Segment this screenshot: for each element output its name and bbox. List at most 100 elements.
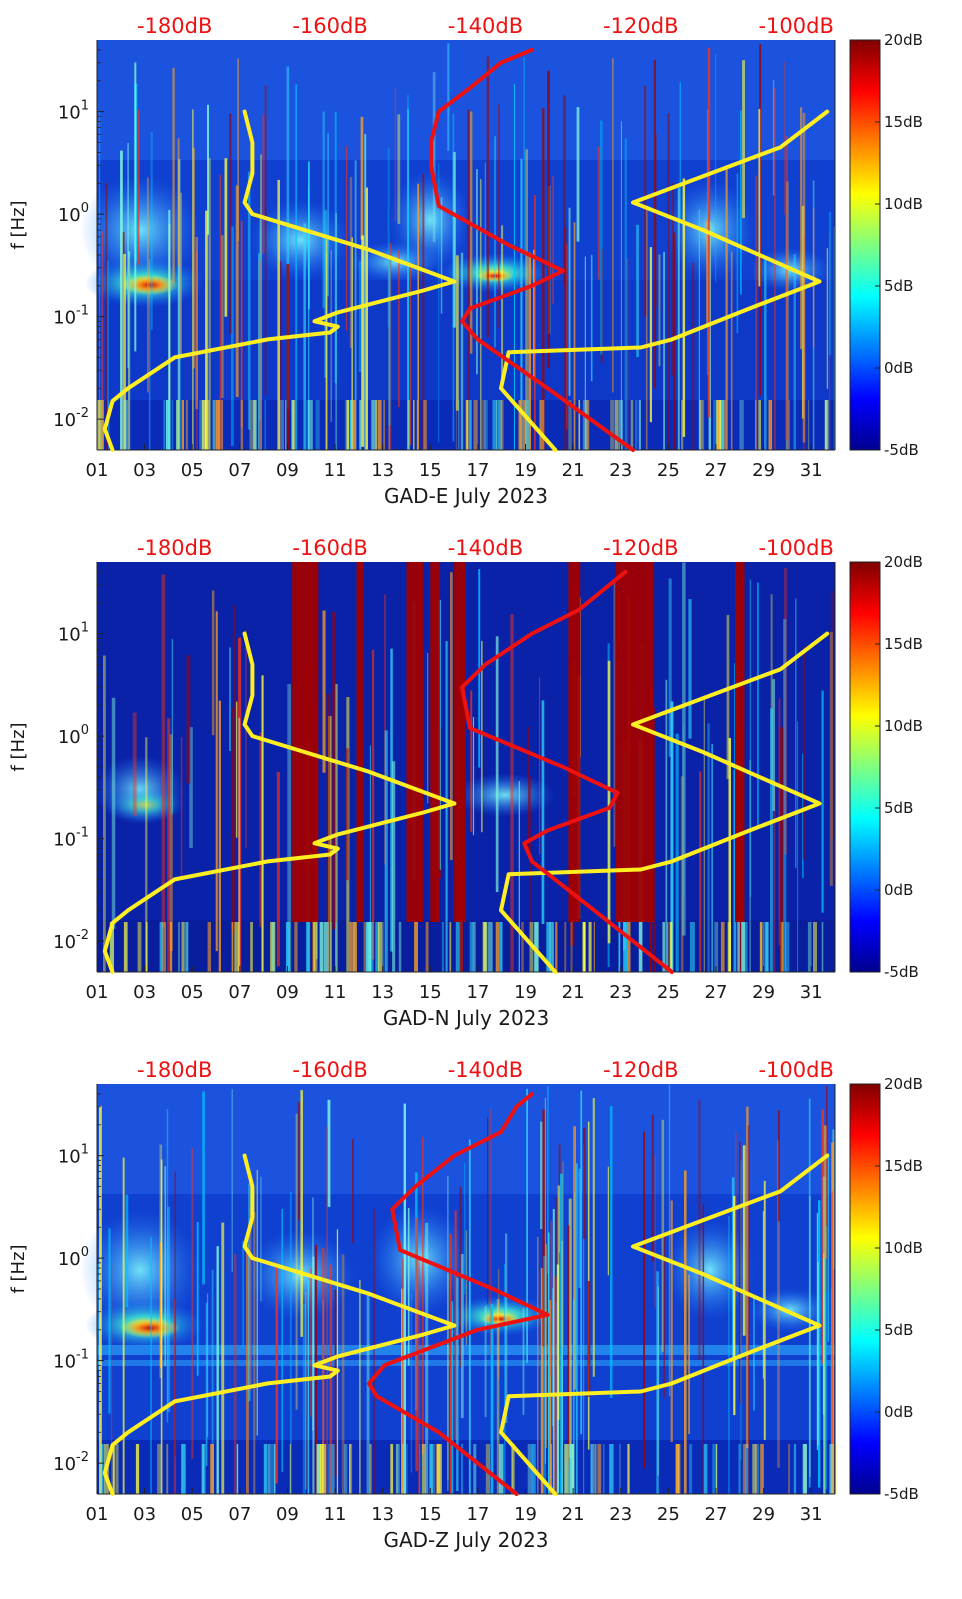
- colorbar: [849, 561, 881, 973]
- x-axis-label: GAD-E July 2023: [384, 484, 548, 508]
- panel-gad-e: 01 03 05 07 09 11 13 15 17 19 21 23 25 27 29 31 10-2 10-1…: [8, 14, 923, 508]
- top-db-label: -120dB: [603, 14, 678, 38]
- colorbar-tick-label: 0dB: [884, 881, 913, 899]
- colorbar: [849, 39, 881, 451]
- top-db-label: -160dB: [292, 536, 367, 560]
- x-tick-label: 27: [705, 1504, 728, 1525]
- colorbar-tick-label: 20dB: [884, 553, 923, 571]
- x-tick-label: 03: [133, 982, 156, 1003]
- y-tick-label: 10-2: [53, 928, 89, 953]
- x-tick-label: 05: [181, 460, 204, 481]
- x-tick-label: 09: [276, 982, 299, 1003]
- colorbar: [849, 1083, 881, 1495]
- top-db-label: -160dB: [292, 14, 367, 38]
- colorbar-tick-label: 15dB: [884, 113, 923, 131]
- x-tick-label: 01: [86, 460, 109, 481]
- colorbar-tick-label: 5dB: [884, 277, 913, 295]
- top-db-label: -140dB: [448, 536, 523, 560]
- colorbar-tick-label: 5dB: [884, 799, 913, 817]
- top-db-label: -120dB: [603, 1058, 678, 1082]
- x-tick-label: 09: [276, 460, 299, 481]
- top-db-label: -180dB: [137, 1058, 212, 1082]
- x-tick-label: 21: [562, 1504, 585, 1525]
- series-station-median: [366, 1091, 550, 1496]
- panel-gad-z: 01 03 05 07 09 11 13 15 17 19 21 23 25 27 29 31 10-2 10-1…: [8, 1058, 923, 1552]
- x-tick-label: 15: [419, 1504, 442, 1525]
- colorbar-tick-label: 0dB: [884, 359, 913, 377]
- x-tick-label: 13: [371, 1504, 394, 1525]
- series-noise-model-low-upper: [242, 1153, 457, 1328]
- x-axis-label: GAD-N July 2023: [383, 1006, 549, 1030]
- x-tick-label: 23: [609, 1504, 632, 1525]
- x-tick-label: 25: [657, 460, 680, 481]
- y-tick-label: 101: [58, 99, 89, 124]
- x-tick-label: 27: [705, 982, 728, 1003]
- series-noise-model-high: [499, 1153, 830, 1496]
- y-tick-label: 101: [58, 621, 89, 646]
- series-station-median: [429, 47, 635, 452]
- x-tick-label: 21: [562, 982, 585, 1003]
- top-db-label: -140dB: [448, 14, 523, 38]
- x-tick-label: 03: [133, 1504, 156, 1525]
- spectrogram-texture: [80, 1084, 838, 1494]
- colorbar-tick-label: -5dB: [884, 963, 919, 981]
- colorbar-tick-label: 10dB: [884, 717, 923, 735]
- top-db-label: -100dB: [758, 14, 833, 38]
- x-tick-label: 13: [371, 460, 394, 481]
- x-tick-label: 17: [466, 982, 489, 1003]
- colorbar-tick-label: 15dB: [884, 1157, 923, 1175]
- y-tick-label: 100: [58, 723, 89, 748]
- series-noise-model-low: [102, 801, 457, 974]
- x-axis-label: GAD-Z July 2023: [383, 1528, 548, 1552]
- x-tick-label: 11: [324, 1504, 347, 1525]
- x-tick-label: 19: [514, 1504, 537, 1525]
- top-db-label: -180dB: [137, 536, 212, 560]
- x-tick-label: 25: [657, 1504, 680, 1525]
- x-tick-label: 01: [86, 982, 109, 1003]
- y-axis-label: f [Hz]: [8, 200, 29, 249]
- x-tick-label: 27: [705, 460, 728, 481]
- top-db-label: -160dB: [292, 1058, 367, 1082]
- x-tick-label: 25: [657, 982, 680, 1003]
- x-tick-label: 21: [562, 460, 585, 481]
- x-tick-label: 31: [800, 982, 823, 1003]
- x-tick-label: 31: [800, 460, 823, 481]
- y-tick-label: 10-1: [53, 304, 89, 329]
- panel-gad-n: 01 03 05 07 09 11 13 15 17 19 21 23 25 27 29 31 10-2 10-1…: [8, 536, 923, 1030]
- series-noise-model-low: [102, 279, 457, 452]
- y-tick-label: 100: [58, 201, 89, 226]
- x-tick-label: 09: [276, 1504, 299, 1525]
- x-tick-label: 11: [324, 460, 347, 481]
- x-tick-label: 07: [228, 982, 251, 1003]
- colorbar-tick-label: 15dB: [884, 635, 923, 653]
- x-tick-label: 05: [181, 982, 204, 1003]
- x-tick-label: 17: [466, 460, 489, 481]
- series-noise-model-low-upper: [242, 109, 457, 284]
- y-tick-label: 100: [58, 1245, 89, 1270]
- x-tick-label: 29: [752, 1504, 775, 1525]
- y-tick-label: 10-2: [53, 1450, 89, 1475]
- spectrogram-texture: [95, 562, 835, 972]
- x-tick-label: 23: [609, 460, 632, 481]
- colorbar-tick-label: -5dB: [884, 1485, 919, 1503]
- y-tick-label: 10-1: [53, 1348, 89, 1373]
- colorbar-tick-label: 20dB: [884, 31, 923, 49]
- x-tick-label: 11: [324, 982, 347, 1003]
- top-db-label: -120dB: [603, 536, 678, 560]
- spectrogram-texture: [80, 40, 837, 451]
- x-tick-label: 19: [514, 982, 537, 1003]
- x-tick-label: 29: [752, 982, 775, 1003]
- colorbar-tick-label: 5dB: [884, 1321, 913, 1339]
- y-tick-label: 101: [58, 1143, 89, 1168]
- y-axis-label: f [Hz]: [8, 1244, 29, 1293]
- top-db-label: -100dB: [758, 536, 833, 560]
- x-tick-label: 13: [371, 982, 394, 1003]
- x-tick-label: 19: [514, 460, 537, 481]
- series-noise-model-high: [499, 631, 830, 974]
- series-noise-model-low-upper: [242, 631, 457, 806]
- colorbar-tick-label: 20dB: [884, 1075, 923, 1093]
- x-tick-label: 07: [228, 460, 251, 481]
- series-noise-model-high: [499, 109, 830, 452]
- x-tick-label: 17: [466, 1504, 489, 1525]
